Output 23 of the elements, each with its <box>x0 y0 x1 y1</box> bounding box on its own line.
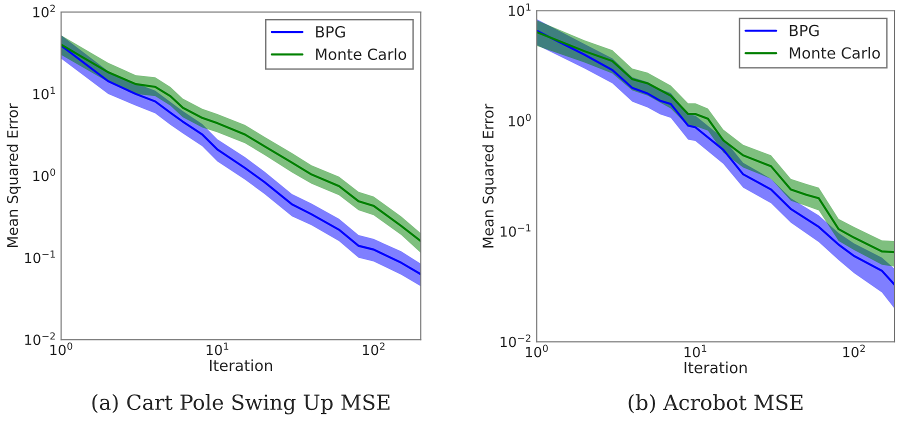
x-tick-label: 10$^{2}$ <box>362 342 384 356</box>
y-tick-label: 10$^{2}$ <box>33 4 55 18</box>
legend-label: Monte Carlo <box>316 48 406 60</box>
y-axis-title: Mean Squared Error <box>6 103 21 248</box>
y-tick-label: 10$^{0}$ <box>33 168 56 182</box>
y-tick-label: 10$^{−2}$ <box>500 334 530 348</box>
y-tick-label: 10$^{1}$ <box>33 86 55 100</box>
text: (b) Acrobot MSE <box>628 394 802 414</box>
y-tick-label: 10$^{−1}$ <box>25 250 55 264</box>
legend-label: BPG <box>316 26 345 38</box>
legend-label: BPG <box>790 24 819 36</box>
y-tick-label: 10$^{1}$ <box>508 4 530 16</box>
y-tick-label: 10$^{0}$ <box>508 114 531 126</box>
y-axis-title: Mean Squared Error <box>482 104 496 248</box>
y-tick-label: 10$^{−1}$ <box>500 224 530 237</box>
x-axis-title: Iteration <box>210 359 272 372</box>
x-tick-label: 10$^{2}$ <box>843 344 865 358</box>
text: (a) Cart Pole Swing Up MSE <box>92 394 390 414</box>
legend-label: Monte Carlo <box>790 46 880 59</box>
x-tick-label: 10$^{1}$ <box>684 344 706 358</box>
x-tick-label: 10$^{0}$ <box>526 344 548 358</box>
x-tick-label: 10$^{1}$ <box>206 342 228 356</box>
x-axis-title: Iteration <box>684 362 747 374</box>
